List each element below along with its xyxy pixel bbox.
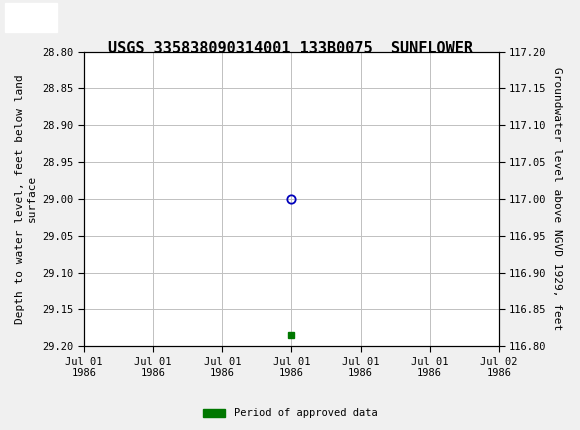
Y-axis label: Depth to water level, feet below land
surface: Depth to water level, feet below land su… — [15, 74, 37, 324]
Y-axis label: Groundwater level above NGVD 1929, feet: Groundwater level above NGVD 1929, feet — [552, 67, 562, 331]
Bar — [5, 3, 57, 32]
Legend: Period of approved data: Period of approved data — [198, 404, 382, 423]
Text: ▓USGS: ▓USGS — [9, 9, 55, 26]
Text: USGS 335838090314001 133B0075  SUNFLOWER: USGS 335838090314001 133B0075 SUNFLOWER — [107, 41, 473, 56]
